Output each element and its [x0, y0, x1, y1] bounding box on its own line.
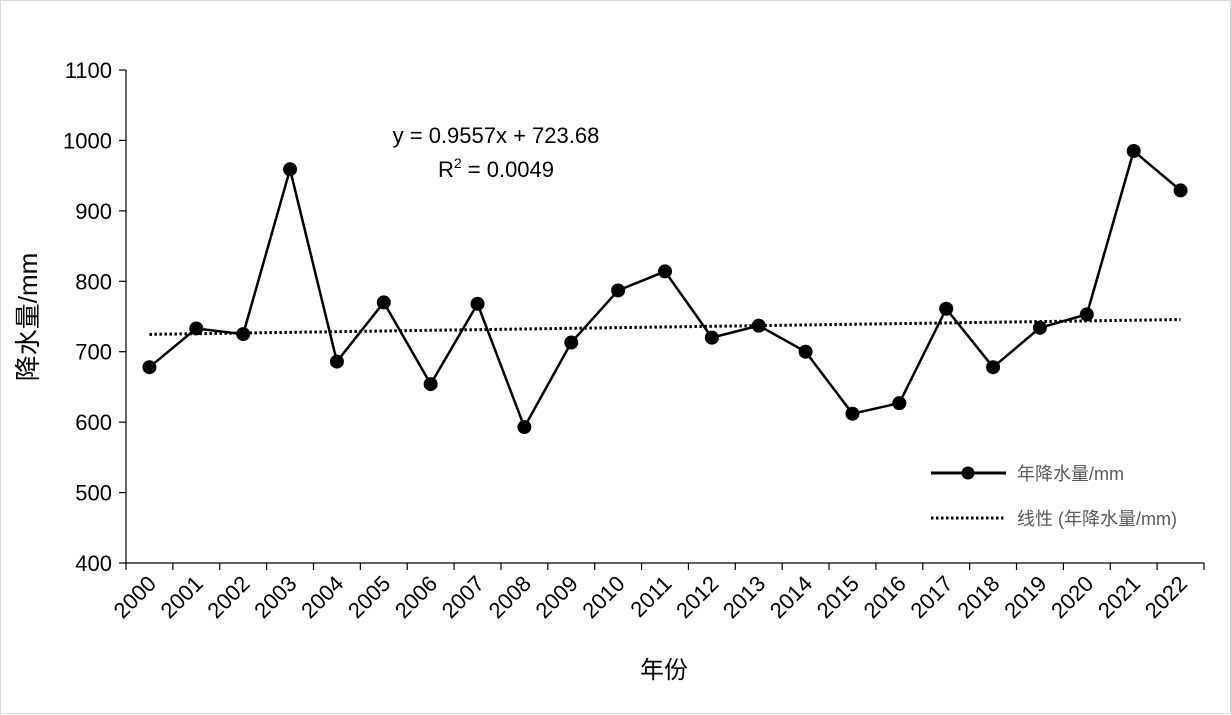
x-axis-label: 年份: [640, 657, 688, 684]
data-point: [704, 330, 719, 345]
trendline-path: [149, 318, 1181, 336]
data-point: [751, 318, 766, 333]
x-tick-label: 2017: [905, 571, 957, 623]
data-point: [611, 283, 626, 298]
x-tick-label: 2006: [390, 571, 442, 623]
r-squared-superscript: 2: [454, 155, 462, 171]
x-tick-label: 2005: [343, 571, 395, 623]
y-tick-label: 1000: [63, 128, 112, 153]
data-point: [423, 377, 438, 392]
x-tick-label: 2013: [718, 571, 770, 623]
y-tick-label: 900: [75, 199, 112, 224]
x-tick-label: 2010: [577, 571, 629, 623]
x-tick-label: 2020: [1046, 571, 1098, 623]
data-point: [564, 335, 579, 350]
x-tick-label: 2000: [109, 571, 161, 623]
y-tick-label: 600: [75, 410, 112, 435]
x-tick-label: 2007: [437, 571, 489, 623]
x-tick-label: 2009: [531, 571, 583, 623]
data-point: [986, 360, 1001, 375]
x-tick-label: 2019: [999, 571, 1051, 623]
r-squared-label: R2 = 0.0049: [438, 155, 554, 182]
data-point: [939, 301, 954, 316]
r-squared-value: = 0.0049: [462, 157, 554, 182]
x-tick-label: 2011: [625, 571, 676, 622]
legend-trend-label: 线性 (年降水量/mm): [1017, 509, 1177, 529]
data-point: [798, 344, 813, 359]
data-point: [845, 406, 860, 421]
data-point: [189, 321, 204, 336]
data-point: [283, 162, 298, 177]
x-tick-label: 2001: [156, 571, 208, 623]
x-tick-label: 2008: [484, 571, 536, 623]
x-tick-label: 2012: [671, 571, 723, 623]
x-tick-label: 2002: [202, 571, 254, 623]
data-point: [329, 354, 344, 369]
data-point: [142, 360, 157, 375]
x-tick-label: 2018: [952, 571, 1004, 623]
data-point: [1079, 307, 1094, 322]
trendline: [149, 318, 1181, 336]
x-ticks: 2000200120022003200420052006200720082009…: [109, 563, 1205, 623]
data-point: [658, 264, 672, 279]
data-point: [517, 420, 532, 435]
x-tick-label: 2022: [1140, 571, 1192, 623]
legend-series-marker: [961, 466, 975, 480]
y-tick-label: 400: [75, 551, 112, 576]
data-point: [1173, 183, 1188, 198]
data-point: [1032, 320, 1047, 335]
y-tick-label: 700: [75, 340, 112, 365]
trendline-equation: y = 0.9557x + 723.68: [393, 123, 600, 148]
data-point: [1126, 143, 1141, 158]
data-point: [376, 295, 391, 310]
legend-series-label: 年降水量/mm: [1017, 464, 1124, 484]
x-tick-label: 2014: [765, 571, 817, 623]
data-point: [470, 296, 485, 311]
y-tick-label: 500: [75, 481, 112, 506]
y-tick-label: 800: [75, 269, 112, 294]
x-tick-label: 2003: [249, 571, 301, 623]
data-point: [236, 327, 251, 342]
series-layer: [142, 143, 1188, 435]
r-squared-symbol: R: [438, 157, 454, 182]
legend: 年降水量/mm 线性 (年降水量/mm): [931, 464, 1177, 529]
x-tick-label: 2004: [296, 571, 348, 623]
axes: [125, 70, 1204, 564]
y-axis-label: 降水量/mm: [13, 253, 43, 382]
x-tick-label: 2015: [812, 571, 864, 623]
data-point: [892, 396, 907, 411]
x-tick-label: 2021: [1093, 571, 1145, 623]
y-tick-label: 1100: [65, 58, 112, 83]
y-ticks: 400 500 600 700 800 900 1000 1100: [63, 58, 126, 576]
series-line: [148, 149, 1182, 429]
x-tick-label: 2016: [859, 571, 911, 623]
